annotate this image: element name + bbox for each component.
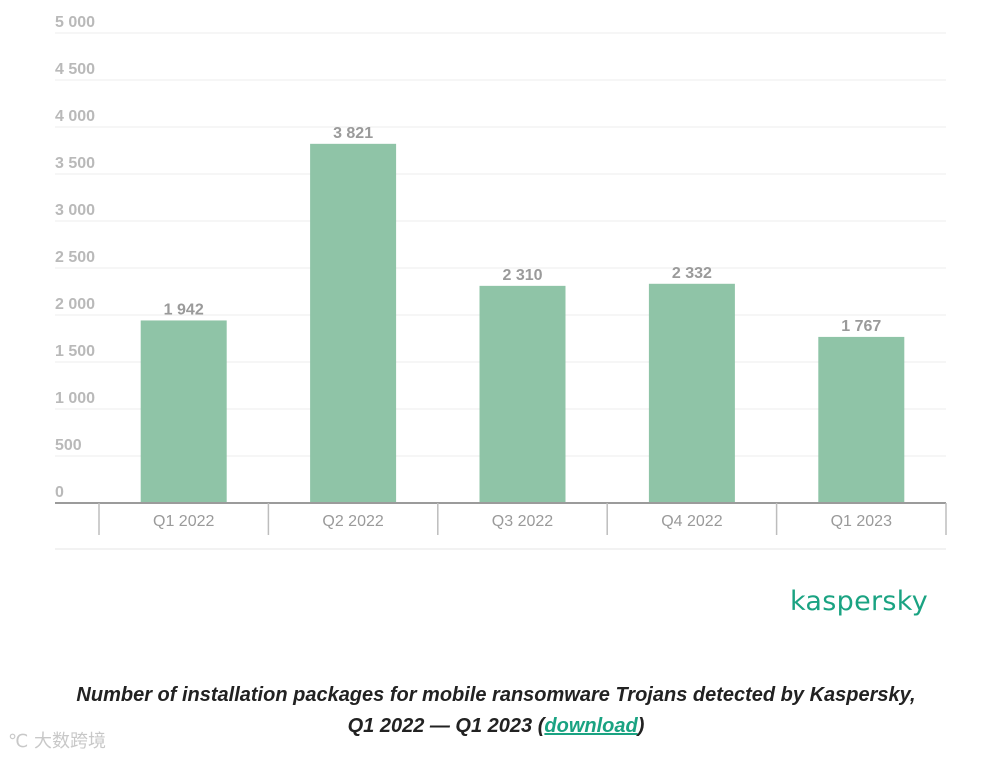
x-tick-label: Q3 2022	[492, 513, 553, 530]
bar	[479, 285, 566, 503]
watermark-text: 大数跨境	[33, 731, 106, 752]
download-link[interactable]: download	[544, 715, 638, 737]
bars	[140, 143, 905, 504]
watermark: ℃ 大数跨境	[8, 727, 106, 753]
chart-caption: Number of installation packages for mobi…	[0, 680, 992, 742]
data-label: 2 332	[672, 265, 712, 282]
bar	[310, 143, 397, 504]
data-label: 3 821	[333, 125, 373, 142]
y-tick-label: 4 000	[55, 108, 95, 125]
y-tick-label: 1 000	[55, 390, 95, 407]
data-label: 1 942	[164, 301, 204, 318]
data-labels: 1 942 3 821 2 310 2 332 1 767	[164, 125, 882, 335]
y-tick-label: 5 000	[55, 14, 95, 31]
caption-line-1: Number of installation packages for mobi…	[76, 684, 916, 706]
y-axis-ticks: 0 500 1 000 1 500 2 000 2 500 3 000 3 500 4 000 4…	[55, 14, 95, 501]
x-axis	[55, 502, 947, 550]
y-tick-label: 500	[55, 437, 82, 454]
y-tick-label: 1 500	[55, 343, 95, 360]
kaspersky-logo: kaspersky	[789, 586, 928, 617]
y-tick-label: 0	[55, 484, 64, 501]
bar-chart: 0 500 1 000 1 500 2 000 2 500 3 000 3 500 4 000 4…	[55, 14, 947, 550]
caption-range: Q1 2022 — Q1 2023 (	[347, 715, 545, 737]
bar	[818, 336, 905, 503]
y-tick-label: 3 500	[55, 155, 95, 172]
data-label: 2 310	[502, 267, 542, 284]
y-tick-label: 3 000	[55, 202, 95, 219]
y-tick-label: 4 500	[55, 61, 95, 78]
x-axis-ticks: Q1 2022 Q2 2022 Q3 2022 Q4 2022 Q1 2023	[153, 513, 892, 530]
caption-line-2: Q1 2022 — Q1 2023 (download)	[0, 711, 992, 742]
x-tick-label: Q4 2022	[661, 513, 722, 530]
data-label: 1 767	[841, 318, 881, 335]
y-tick-label: 2 000	[55, 296, 95, 313]
y-tick-label: 2 500	[55, 249, 95, 266]
bar	[140, 320, 227, 503]
x-tick-label: Q1 2023	[831, 513, 892, 530]
caption-close: )	[637, 715, 645, 737]
x-tick-label: Q1 2022	[153, 513, 214, 530]
x-tick-label: Q2 2022	[322, 513, 383, 530]
watermark-icon: ℃	[8, 731, 29, 752]
bar	[648, 283, 735, 503]
